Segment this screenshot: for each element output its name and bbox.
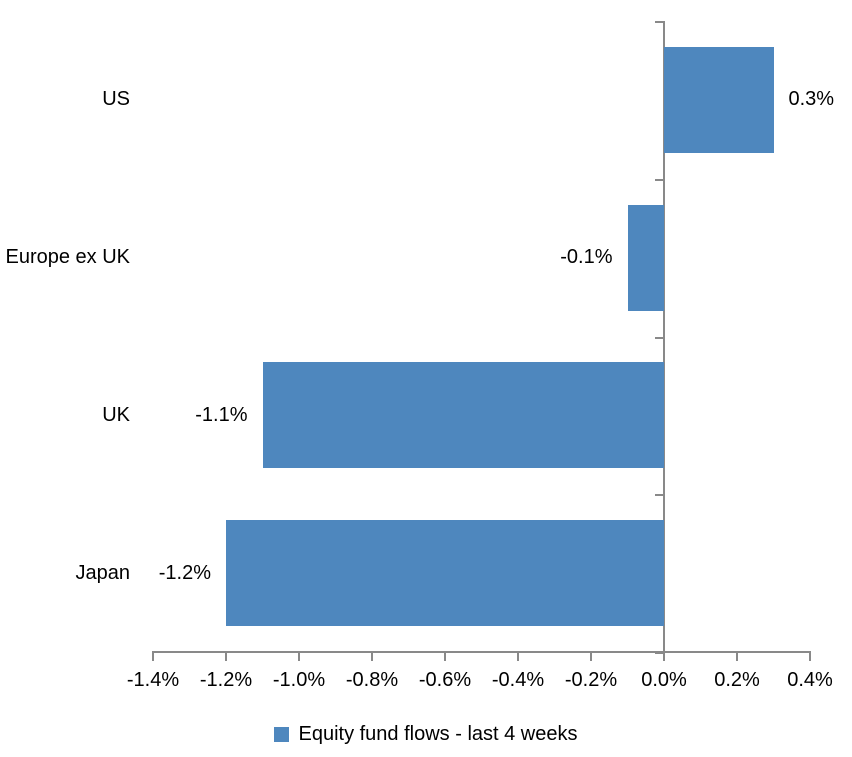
bar-row: Europe ex UK -0.1%	[0, 179, 852, 337]
x-tick-label: -1.0%	[272, 669, 326, 691]
legend-swatch-icon	[274, 726, 290, 742]
category-label: UK	[102, 403, 130, 426]
x-axis-line	[152, 651, 811, 653]
category-tick-mark	[655, 21, 665, 23]
x-tick-label: -0.2%	[564, 669, 618, 691]
x-tick-mark	[590, 651, 592, 661]
category-label: Japan	[75, 561, 131, 584]
bar-row: Japan -1.2%	[0, 494, 852, 652]
legend-label: Equity fund flows - last 4 weeks	[298, 722, 578, 745]
category-tick-mark	[655, 337, 665, 339]
x-tick-mark	[225, 651, 227, 661]
bar-row: US 0.3%	[0, 21, 852, 179]
value-label: -1.2%	[158, 561, 211, 584]
x-tick-label: -0.8%	[345, 669, 399, 691]
legend: Equity fund flows - last 4 weeks	[0, 718, 852, 750]
x-tick-label: -0.6%	[418, 669, 472, 691]
category-tick-mark	[655, 494, 665, 496]
bar	[226, 520, 664, 627]
bar	[664, 46, 774, 153]
bar-row: UK -1.1%	[0, 337, 852, 495]
x-tick-mark	[152, 651, 154, 661]
x-tick-mark	[444, 651, 446, 661]
x-tick-mark	[663, 651, 665, 661]
x-tick-label: -1.4%	[126, 669, 180, 691]
x-tick-label: -1.2%	[199, 669, 253, 691]
x-tick-mark	[298, 651, 300, 661]
x-tick-label: 0.2%	[714, 669, 760, 691]
value-label: -1.1%	[195, 403, 248, 426]
x-tick-label: 0.0%	[641, 669, 687, 691]
category-tick-mark	[655, 179, 665, 181]
x-tick-mark	[736, 651, 738, 661]
x-tick-mark	[809, 651, 811, 661]
value-label: 0.3%	[788, 88, 835, 111]
category-label: US	[102, 88, 130, 111]
value-label: -0.1%	[560, 246, 613, 269]
category-label: Europe ex UK	[5, 246, 130, 269]
x-tick-mark	[371, 651, 373, 661]
bar	[262, 362, 664, 469]
x-tick-mark	[517, 651, 519, 661]
bar	[627, 204, 664, 311]
x-tick-label: -0.4%	[491, 669, 545, 691]
category-tick-mark	[655, 652, 665, 654]
x-tick-label: 0.4%	[787, 669, 833, 691]
